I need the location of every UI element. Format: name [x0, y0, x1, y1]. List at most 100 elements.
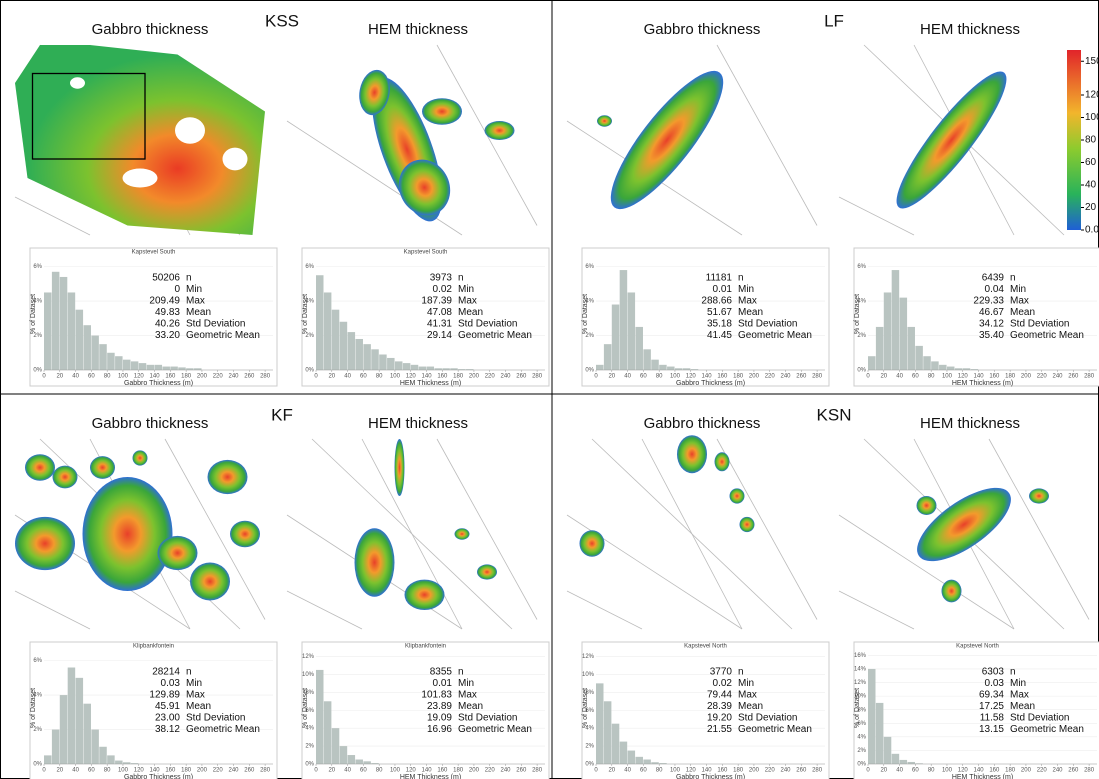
stat-value: 129.89: [149, 690, 180, 701]
x-tick-label: 120: [134, 374, 145, 380]
x-tick-label: 260: [796, 374, 807, 380]
x-tick-label: 220: [765, 374, 776, 380]
fault-line: [717, 439, 817, 620]
x-tick-label: 120: [406, 374, 417, 380]
stat-label: Geometric Mean: [186, 724, 260, 735]
x-tick-label: 20: [56, 768, 63, 774]
bar: [340, 746, 347, 764]
x-tick-label: 140: [422, 374, 433, 380]
stat-label: Mean: [738, 307, 763, 318]
panel-label: KSS: [265, 11, 299, 30]
bar: [324, 292, 331, 370]
stat-label: n: [1010, 273, 1016, 284]
map: [287, 439, 537, 629]
stat-value: 35.40: [979, 330, 1004, 341]
x-tick-label: 60: [88, 374, 95, 380]
stat-label: Std Deviation: [1010, 319, 1069, 330]
histogram-title: Kapstevel North: [956, 644, 999, 650]
y-tick-label: 6%: [305, 264, 314, 270]
bar: [915, 346, 922, 370]
stat-label: Mean: [458, 701, 483, 712]
map-title: Gabbro thickness: [92, 415, 209, 432]
x-tick-label: 100: [118, 374, 129, 380]
x-tick-label: 200: [749, 374, 760, 380]
x-axis-label: Gabbro Thickness (m): [676, 774, 745, 779]
x-tick-label: 280: [1084, 768, 1095, 774]
colorbar-label: 40: [1085, 180, 1097, 191]
stat-value: 33.20: [155, 330, 180, 341]
bar: [620, 742, 627, 764]
colorbar-label: 20: [1085, 202, 1097, 213]
stat-value: 29.14: [427, 330, 452, 341]
stat-label: Geometric Mean: [738, 330, 812, 341]
y-tick-label: 6%: [33, 658, 42, 664]
x-tick-label: 260: [244, 374, 255, 380]
x-tick-label: 180: [733, 374, 744, 380]
stat-value: 46.67: [979, 307, 1004, 318]
histogram-title: Kapstevel South: [404, 250, 448, 256]
x-tick-label: 220: [213, 374, 224, 380]
x-tick-label: 240: [501, 374, 512, 380]
x-tick-label: 200: [1021, 768, 1032, 774]
thickness-blob: [53, 466, 78, 489]
bar: [659, 365, 666, 370]
thickness-blob: [90, 456, 115, 479]
map-title: Gabbro thickness: [92, 21, 209, 38]
bar: [387, 358, 394, 370]
x-tick-label: 60: [912, 768, 919, 774]
thickness-blob: [158, 536, 198, 570]
stat-label: Max: [738, 296, 757, 307]
x-axis-label: Gabbro Thickness (m): [676, 380, 745, 387]
stat-value: 21.55: [707, 724, 732, 735]
bar: [99, 344, 106, 370]
stat-label: Mean: [1010, 701, 1035, 712]
bar: [612, 724, 619, 764]
bar: [348, 332, 355, 370]
x-tick-label: 120: [958, 768, 969, 774]
bar: [178, 367, 185, 370]
x-tick-label: 60: [88, 768, 95, 774]
stat-label: Std Deviation: [186, 319, 245, 330]
bar: [884, 292, 891, 370]
bar: [884, 737, 891, 764]
bar: [76, 678, 83, 764]
x-tick-label: 240: [501, 768, 512, 774]
stat-value: 50206: [152, 273, 180, 284]
stat-value: 28214: [152, 667, 180, 678]
y-tick-label: 2%: [305, 744, 314, 750]
bar: [411, 365, 418, 370]
y-tick-label: 0%: [857, 762, 866, 768]
stat-value: 0: [174, 284, 180, 295]
x-tick-label: 200: [749, 768, 760, 774]
x-tick-label: 240: [1053, 374, 1064, 380]
x-tick-label: 240: [781, 374, 792, 380]
x-axis-label: Gabbro Thickness (m): [124, 380, 193, 387]
hole: [70, 77, 85, 88]
x-tick-label: 260: [244, 768, 255, 774]
panel-label: LF: [824, 11, 844, 30]
x-axis-label: HEM Thickness (m): [952, 380, 1013, 387]
x-tick-label: 40: [344, 768, 351, 774]
stat-label: Max: [186, 690, 205, 701]
x-tick-label: 120: [406, 768, 417, 774]
bar: [324, 701, 331, 764]
stat-label: Max: [1010, 296, 1029, 307]
fault-line: [989, 439, 1089, 620]
y-axis-label: % of Dataset: [30, 688, 37, 728]
bar: [332, 310, 339, 370]
stat-label: Geometric Mean: [738, 724, 812, 735]
stat-label: Geometric Mean: [1010, 724, 1084, 735]
x-tick-label: 120: [686, 374, 697, 380]
bar: [60, 277, 67, 370]
x-tick-label: 200: [197, 768, 208, 774]
x-tick-label: 280: [532, 374, 543, 380]
bar: [403, 363, 410, 370]
y-tick-label: 0%: [857, 368, 866, 374]
x-tick-label: 40: [896, 374, 903, 380]
stat-value: 13.15: [979, 724, 1004, 735]
thickness-blob: [83, 477, 173, 591]
thickness-blob: [730, 488, 745, 503]
stat-label: Std Deviation: [458, 713, 517, 724]
x-tick-label: 140: [150, 374, 161, 380]
x-tick-label: 120: [134, 768, 145, 774]
